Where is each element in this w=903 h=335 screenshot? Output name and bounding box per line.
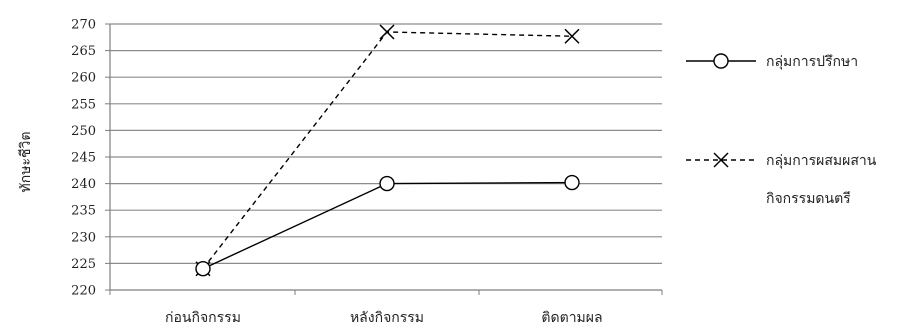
y-axis-label: ทักษะชีวิต — [18, 132, 34, 193]
x-marker-stroke — [713, 152, 729, 168]
y-tick-label: 220 — [71, 284, 96, 299]
legend-label: กลุ่มการปรึกษา — [766, 54, 858, 70]
legend-marker-circle — [713, 53, 729, 69]
y-tick-label: 245 — [71, 151, 96, 166]
data-point-circle — [564, 174, 580, 191]
x-category-labels: ก่อนกิจกรรม หลังกิจกรรม ติดตามผล — [165, 310, 603, 326]
y-tick-label: 255 — [71, 97, 96, 112]
y-tick-label: 230 — [71, 230, 96, 245]
data-point-circle — [379, 175, 395, 192]
y-tick-label: 235 — [71, 204, 96, 219]
x-marker-stroke — [379, 24, 395, 40]
x-marker-stroke — [564, 28, 580, 44]
legend-label: กลุ่มการผสมผสาน — [766, 153, 877, 169]
y-tick-labels: 220 225 230 235 240 245 250 255 260 265 270 — [71, 18, 96, 299]
legend: กลุ่มการปรึกษากลุ่มการผสมผสานกิจกรรมดนตร… — [686, 53, 877, 207]
data-point-circle — [195, 261, 211, 277]
x-category-label: ก่อนกิจกรรม — [165, 310, 241, 326]
y-tick-label: 260 — [71, 71, 96, 86]
grid-lines — [110, 23, 662, 264]
data-point-x — [564, 28, 580, 44]
data-series — [195, 24, 580, 277]
x-category-label: ติดตามผล — [541, 310, 602, 326]
y-tick-label: 225 — [71, 257, 96, 272]
x-category-label: หลังกิจกรรม — [350, 310, 424, 326]
series-line-counseling — [202, 181, 573, 270]
y-tick-label: 250 — [71, 124, 96, 139]
y-tick-label: 270 — [71, 18, 96, 33]
series-line-music — [202, 31, 573, 270]
data-point-x — [379, 24, 395, 40]
legend-marker-x — [713, 152, 729, 168]
y-tick-label: 265 — [71, 44, 96, 59]
axes — [105, 23, 663, 295]
legend-label: กิจกรรมดนตรี — [766, 191, 851, 207]
y-tick-label: 240 — [71, 177, 96, 192]
